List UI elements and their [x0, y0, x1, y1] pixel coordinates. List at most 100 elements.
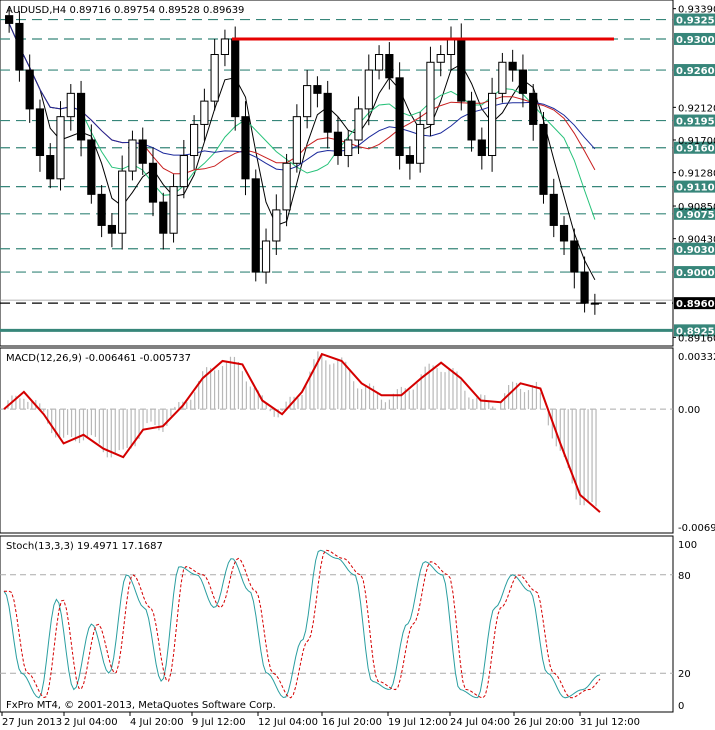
stoch-tick-label: 80: [678, 571, 691, 582]
candle-body: [385, 54, 394, 79]
candle-body: [148, 162, 158, 203]
candle-body: [580, 271, 589, 304]
candle-body: [313, 85, 322, 94]
stoch-signal-line: [4, 549, 601, 699]
candle-body: [467, 100, 476, 141]
candle-body: [488, 92, 497, 157]
level-box: [674, 207, 715, 220]
stoch-tick-label: 20: [678, 669, 691, 680]
level-box: [674, 64, 715, 77]
level-box: [674, 324, 715, 337]
candle-body: [518, 69, 528, 94]
candle-body: [354, 108, 363, 141]
candle-body: [508, 61, 517, 71]
level-box: [674, 114, 715, 127]
candle-body: [138, 139, 147, 164]
candle-body: [446, 38, 456, 56]
level-box: [674, 242, 715, 255]
candle-body: [87, 139, 96, 195]
candle-body: [25, 69, 34, 110]
candle-body: [549, 193, 558, 226]
moving-average-line: [8, 23, 596, 171]
macd-scale: 0.003325 0.00 -0.006927: [678, 352, 715, 534]
candle-body: [107, 224, 116, 234]
macd-tick-label: 0.003325: [678, 352, 715, 363]
candle-body: [344, 139, 353, 157]
candle-body: [498, 61, 507, 94]
macd-histogram: [7, 351, 597, 507]
candle-body: [374, 54, 384, 71]
stoch-tick-label: 0: [678, 701, 684, 712]
time-tick-label: 31 Jul 12:00: [580, 717, 640, 728]
candle-body: [416, 123, 425, 164]
macd-signal-line: [3, 352, 601, 513]
candle-body: [128, 139, 137, 172]
candle-body: [251, 178, 260, 273]
main-pane: [0, 0, 674, 347]
footer-copyright: FxPro MT4, © 2001-2013, MetaQuotes Softw…: [6, 700, 276, 711]
candle-body: [231, 38, 240, 118]
candle-body: [46, 155, 55, 180]
candle-body: [261, 240, 271, 273]
candle-body: [56, 116, 65, 180]
candle-body: [190, 123, 199, 157]
macd-tick-label: 0.00: [678, 405, 700, 416]
level-box: [674, 13, 715, 26]
candle-body: [272, 209, 281, 242]
candle-body: [15, 22, 24, 71]
moving-average-line: [8, 23, 596, 220]
candle-body: [210, 54, 219, 102]
stoch-tick-label: 100: [678, 540, 697, 551]
time-tick-label: 19 Jul 12:00: [388, 717, 448, 728]
candle-body: [76, 92, 86, 141]
time-tick-label: 2 Jul 04:00: [64, 717, 118, 728]
level-box: [674, 266, 715, 279]
candle-body: [333, 131, 343, 157]
candle-body: [539, 123, 548, 195]
candle-body: [97, 193, 106, 226]
stoch-main-line: [3, 549, 601, 699]
candle-body: [200, 100, 209, 125]
level-box: [674, 141, 715, 154]
macd-header: MACD(12,26,9) -0.006461 -0.005737: [6, 353, 191, 364]
candle-body: [303, 85, 312, 118]
candle-body: [457, 38, 466, 102]
candle-body: [282, 162, 291, 211]
candle-body: [159, 201, 168, 234]
candle-body: [5, 15, 14, 24]
level-box: [674, 32, 715, 45]
level-box: [674, 180, 715, 193]
moving-averages: [0, 23, 673, 301]
candle-body: [590, 302, 599, 305]
time-tick-label: 26 Jul 20:00: [514, 717, 574, 728]
candle-body: [169, 186, 178, 234]
candle-body: [292, 116, 301, 164]
stoch-header: Stoch(13,3,3) 19.4971 17.1687: [6, 541, 163, 552]
candle-body: [220, 38, 230, 56]
candle-body: [179, 155, 188, 188]
candle-body: [241, 116, 250, 180]
time-tick-label: 4 Jul 20:00: [130, 717, 184, 728]
stoch-grid: [0, 574, 673, 674]
candle-body: [323, 92, 332, 133]
candle-body: [477, 139, 486, 157]
candle-body: [395, 77, 404, 157]
candle-body: [364, 69, 373, 110]
candle-body: [405, 155, 414, 164]
candle-body: [436, 54, 445, 63]
